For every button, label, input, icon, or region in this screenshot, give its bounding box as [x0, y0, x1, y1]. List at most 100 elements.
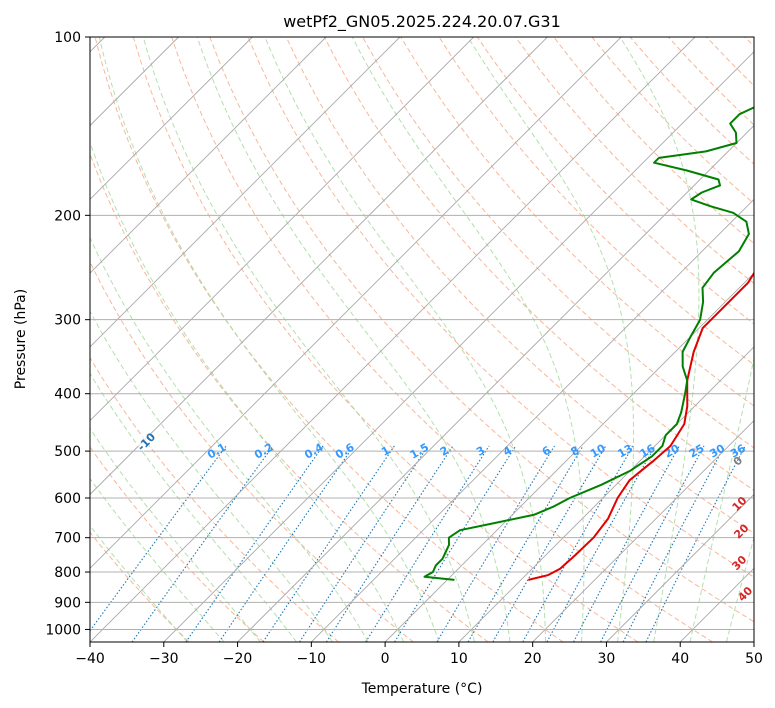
- isotherm-line: [753, 641, 754, 642]
- y-tick-label: 600: [54, 491, 81, 507]
- dry-adiabat: [591, 37, 754, 205]
- x-axis-label: Temperature (°C): [361, 681, 483, 697]
- mixing-ratio-line: [90, 445, 227, 632]
- isotherm-line: [384, 272, 754, 642]
- y-tick-label: 500: [54, 444, 81, 460]
- moist-adiabat: [90, 427, 261, 642]
- isotherm-line: [90, 37, 696, 642]
- isobar-gridlines: [90, 37, 754, 630]
- mixing-ratio-label: 0.4: [302, 440, 326, 461]
- moist-adiabat: [467, 37, 635, 642]
- mixing-ratio-label: 0.1: [205, 441, 228, 462]
- label-backdrop: [134, 430, 157, 452]
- y-axis-ticks: 100 200 300 400 500 600 700 800 900 1000: [45, 30, 90, 638]
- isotherm-line: [90, 37, 327, 274]
- moist-adiabat-label: 30: [729, 553, 749, 573]
- x-tick-label: 10: [450, 651, 468, 667]
- dry-adiabat: [90, 531, 190, 642]
- mixing-ratio-line: [492, 445, 607, 642]
- isotherm-lines: [90, 37, 754, 642]
- dry-adiabat: [90, 152, 489, 642]
- moist-adiabat: [90, 140, 405, 642]
- moist-adiabat: [264, 37, 547, 642]
- isotherm-line: [606, 493, 754, 642]
- mixing-ratio-line: [299, 445, 429, 642]
- dry-adiabat: [553, 37, 754, 245]
- dry-adiabat: [90, 260, 414, 642]
- y-tick-label: 300: [54, 313, 81, 329]
- dry-adiabat: [90, 446, 265, 642]
- x-tick-label: 40: [671, 651, 689, 667]
- y-tick-label: 800: [54, 565, 81, 581]
- moist-adiabat-label: 10: [730, 494, 750, 514]
- mixing-ratio-line: [325, 445, 454, 642]
- moist-adiabat: [763, 37, 775, 642]
- moist-adiabat: [351, 37, 585, 642]
- y-tick-label: 400: [54, 387, 81, 403]
- mixing-ratio-label: 0.6: [333, 440, 357, 461]
- mixing-ratio-line: [131, 445, 274, 642]
- isotherm-line: [532, 420, 754, 642]
- plot-frame: [89, 36, 755, 643]
- mixing-ratio-label: 1.5: [408, 441, 431, 462]
- x-tick-label: −10: [297, 651, 327, 667]
- x-tick-label: 50: [745, 651, 763, 667]
- moist-adiabat-label: 20: [731, 521, 751, 541]
- mixing-ratio-line: [365, 445, 490, 642]
- isotherm-line: [237, 124, 754, 642]
- mixing-ratio-line: [522, 445, 634, 642]
- isotherm-line: [90, 37, 401, 348]
- dry-adiabat: [209, 37, 754, 623]
- mixing-ratio-label: 13: [615, 442, 635, 461]
- moist-adiabat: [90, 477, 225, 642]
- isotherm-line: [163, 51, 754, 642]
- dewpoint-profile-line: [423, 106, 754, 581]
- x-tick-label: 30: [598, 651, 616, 667]
- dry-adiabat: [362, 37, 754, 449]
- x-tick-label: −40: [75, 651, 105, 667]
- dry-adiabat: [629, 37, 754, 165]
- mixing-ratio-line: [467, 445, 584, 642]
- moist-adiabat: [90, 236, 369, 642]
- y-tick-label: 1000: [45, 622, 81, 638]
- dry-adiabat: [476, 37, 754, 325]
- mixing-ratio-label: 16: [638, 442, 658, 461]
- dry-adiabat: [744, 37, 754, 47]
- mixing-ratio-line: [218, 445, 355, 642]
- plot-area: 0.10.20.40.611.52346810131620253036-100-…: [90, 37, 775, 642]
- x-tick-label: −30: [149, 651, 179, 667]
- y-tick-label: 900: [54, 595, 81, 611]
- dry-adiabat: [94, 37, 564, 642]
- mixing-ratio-line: [262, 445, 395, 642]
- moist-adiabats: [90, 37, 775, 642]
- y-axis-label: Pressure (hPa): [13, 289, 29, 389]
- dry-adiabat: [667, 37, 754, 126]
- isotherm-line: [311, 198, 754, 642]
- moist-adiabat: [90, 372, 297, 642]
- y-tick-label: 100: [54, 30, 81, 46]
- mixing-ratio-label: 30: [707, 442, 727, 461]
- moist-adiabat: [726, 535, 754, 642]
- mixing-ratio-line: [573, 445, 680, 642]
- dry-adiabat: [132, 37, 639, 642]
- mixing-ratio-line: [436, 445, 555, 642]
- x-tick-label: 20: [524, 651, 542, 667]
- mixing-ratio-lines: [90, 445, 746, 642]
- dry-adiabat: [90, 356, 339, 642]
- moist-adiabat-label: 40: [735, 584, 755, 604]
- moist-adiabat: [142, 37, 475, 642]
- mixing-ratio-label: 10: [588, 442, 608, 461]
- mixing-ratio-line: [394, 445, 517, 642]
- dry-adiabat: [706, 37, 754, 87]
- dry-adiabat: [438, 37, 754, 366]
- moist-adiabat: [196, 37, 511, 642]
- sounding-profiles: [423, 106, 754, 581]
- chart-title: wetPf2_GN05.2025.224.20.07.G31: [283, 12, 561, 32]
- temperature-profile-line: [528, 271, 754, 581]
- x-tick-label: 0: [381, 651, 390, 667]
- isotherm-line: [90, 37, 474, 422]
- isotherm-line: [90, 37, 622, 569]
- dry-adiabat: [323, 37, 754, 491]
- dry-adiabat: [171, 37, 713, 642]
